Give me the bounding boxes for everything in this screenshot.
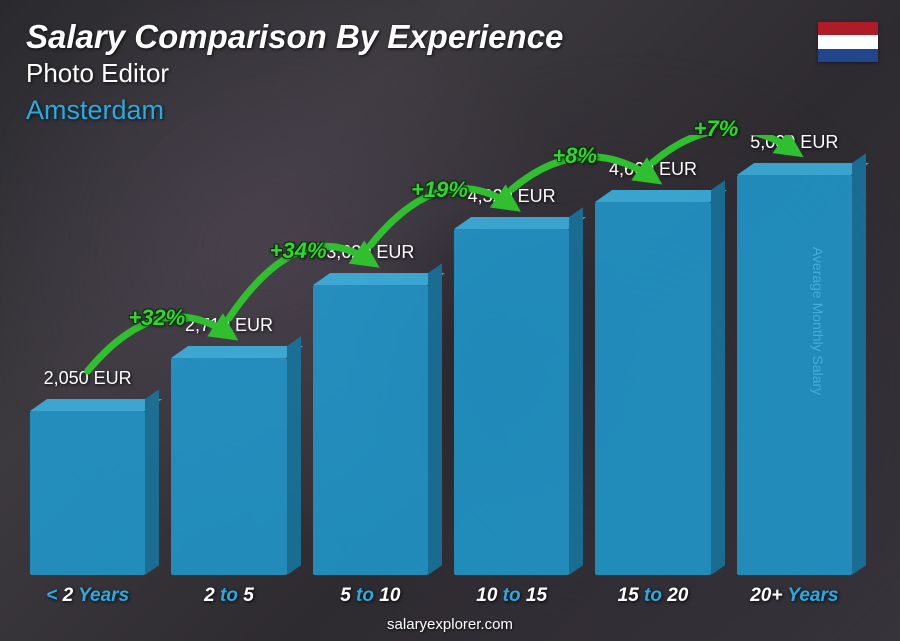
flag-stripe-top	[818, 22, 878, 35]
salary-bar-chart: 2,050 EUR2,710 EUR3,620 EUR4,320 EUR4,66…	[30, 135, 852, 575]
bar-top-face	[595, 190, 727, 202]
salary-bar	[454, 229, 569, 575]
bar-column: 4,660 EUR	[595, 135, 710, 575]
salary-bar	[595, 202, 710, 575]
flag-stripe-mid	[818, 35, 878, 48]
x-axis-category: 15 to 20	[595, 585, 710, 607]
bar-value-label: 2,710 EUR	[148, 315, 309, 336]
bar-side-face	[711, 180, 725, 575]
bar-value-label: 2,050 EUR	[7, 368, 168, 389]
x-axis-labels: < 2 Years 2 to 5 5 to 10 10 to 15 15 to 20 20…	[30, 585, 852, 607]
bar-top-face	[171, 346, 303, 358]
flag-stripe-bot	[818, 49, 878, 62]
salary-bar	[171, 358, 286, 575]
bar-side-face	[852, 153, 866, 575]
header: Salary Comparison By Experience Photo Ed…	[26, 18, 563, 126]
bar-side-face	[287, 336, 301, 575]
x-axis-category: 20+ Years	[737, 585, 852, 607]
bar-top-face	[313, 273, 445, 285]
salary-bar	[30, 411, 145, 575]
bar-top-face	[454, 217, 586, 229]
bar-column: 3,620 EUR	[313, 135, 428, 575]
x-axis-category: 2 to 5	[171, 585, 286, 607]
bar-column: 4,320 EUR	[454, 135, 569, 575]
city-name: Amsterdam	[26, 95, 563, 126]
bar-value-label: 5,000 EUR	[714, 132, 875, 153]
bar-side-face	[145, 389, 159, 575]
bar-column: 5,000 EUR	[737, 135, 852, 575]
salary-bar	[313, 285, 428, 575]
x-axis-category: 5 to 10	[313, 585, 428, 607]
bar-value-label: 4,320 EUR	[431, 186, 592, 207]
country-flag	[818, 22, 878, 62]
bar-column: 2,710 EUR	[171, 135, 286, 575]
bar-side-face	[428, 264, 442, 575]
page-title: Salary Comparison By Experience	[26, 18, 563, 56]
bar-top-face	[30, 399, 162, 411]
bar-column: 2,050 EUR	[30, 135, 145, 575]
bar-top-face	[737, 163, 869, 175]
x-axis-category: 10 to 15	[454, 585, 569, 607]
salary-bar	[737, 175, 852, 575]
bar-value-label: 4,660 EUR	[572, 159, 733, 180]
bar-value-label: 3,620 EUR	[290, 242, 451, 263]
job-title: Photo Editor	[26, 58, 563, 89]
footer-source: salaryexplorer.com	[0, 616, 900, 633]
bar-side-face	[569, 208, 583, 575]
x-axis-category: < 2 Years	[30, 585, 145, 607]
